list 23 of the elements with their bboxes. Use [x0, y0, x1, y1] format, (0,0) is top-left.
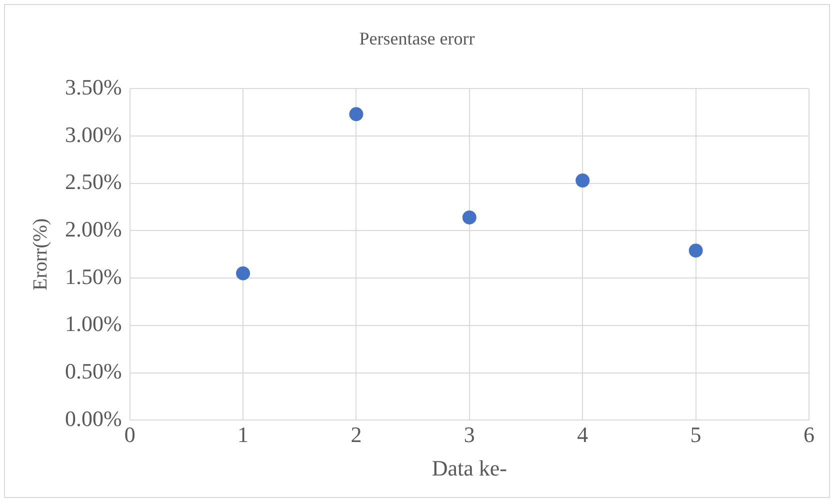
y-tick-label: 1.50%: [65, 264, 122, 289]
y-tick-label: 0.00%: [65, 406, 122, 431]
x-axis-title: Data ke-: [432, 456, 507, 481]
y-tick-label: 0.50%: [65, 358, 122, 384]
y-tick-label: 2.00%: [65, 216, 122, 242]
point: [349, 107, 364, 122]
point: [236, 266, 250, 280]
x-tick-label: 5: [690, 422, 702, 448]
chart-title: Persentase erorr: [359, 28, 475, 49]
y-axis-title: Erorr(%): [29, 218, 52, 290]
x-tick-label: 2: [350, 422, 362, 448]
x-tick-label: 3: [464, 422, 475, 448]
x-tick-label: 4: [577, 422, 588, 448]
y-tick-label: 2.50%: [65, 169, 122, 194]
x-tick-label: 1: [238, 422, 249, 448]
point: [576, 174, 590, 188]
y-tick-label: 1.00%: [65, 311, 122, 336]
y-tick-label: 3.00%: [65, 122, 122, 147]
point: [462, 210, 476, 224]
x-tick-label: 0: [124, 422, 136, 448]
y-tick-label: 3.50%: [65, 74, 122, 100]
point: [688, 244, 703, 258]
x-tick-label: 6: [804, 422, 814, 448]
